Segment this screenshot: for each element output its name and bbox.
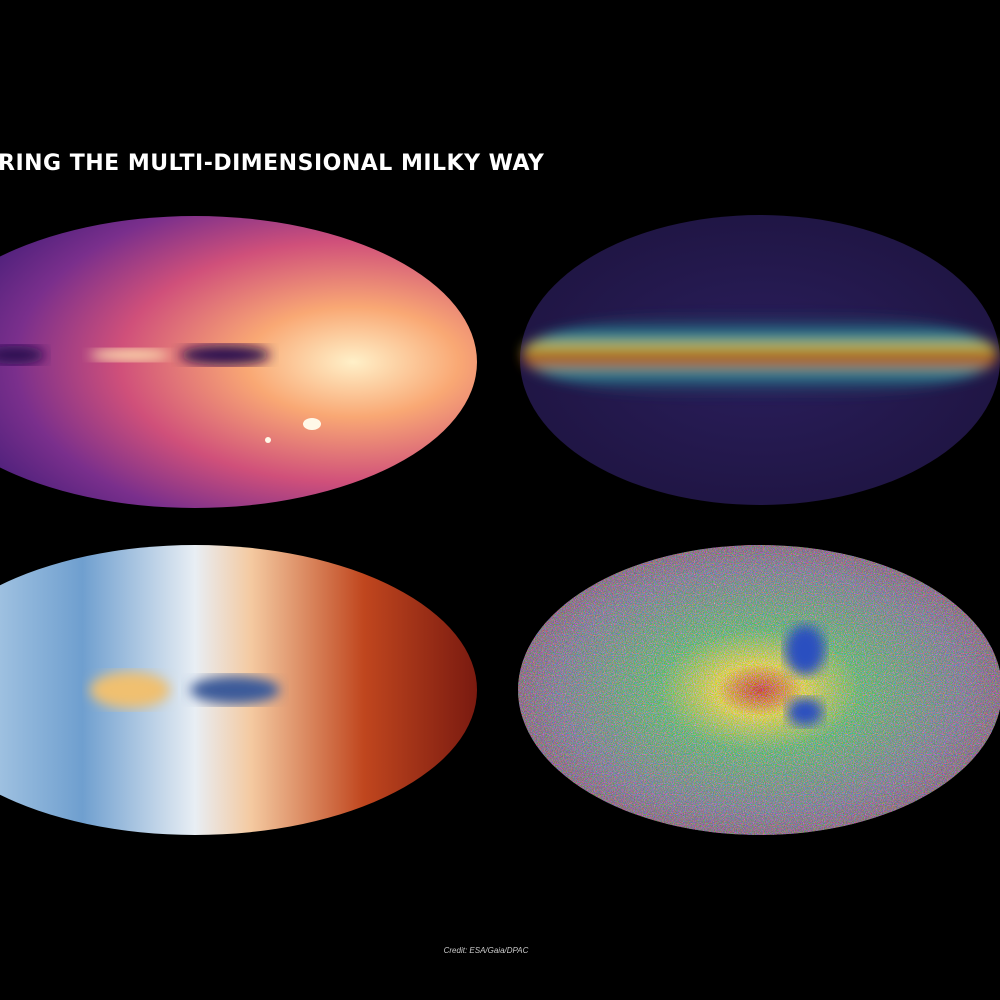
map-top-left [0, 216, 477, 508]
map-top-right [520, 215, 1000, 505]
title: RING THE MULTI-DIMENSIONAL MILKY WAY [0, 151, 545, 176]
map-bottom-left [0, 545, 477, 835]
credit: Credit: ESA/Gaia/DPAC [444, 946, 529, 955]
map-bottom-right [518, 545, 1000, 835]
